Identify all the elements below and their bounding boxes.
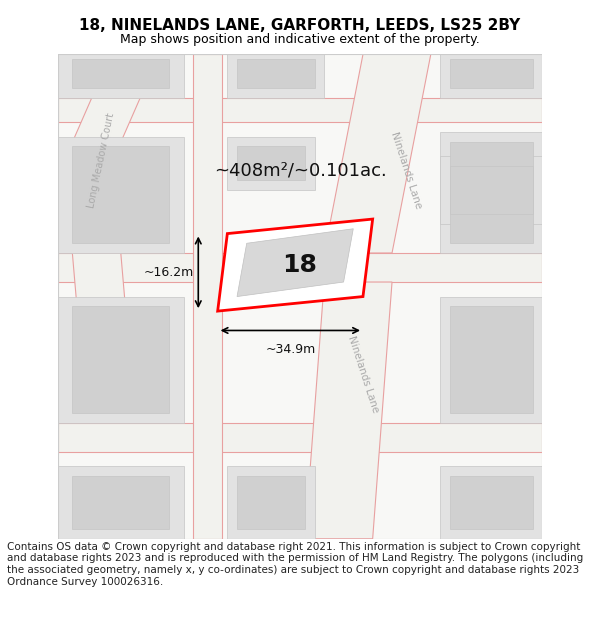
Polygon shape bbox=[73, 253, 136, 422]
Polygon shape bbox=[58, 253, 542, 282]
Text: Ninelands Lane: Ninelands Lane bbox=[389, 131, 424, 211]
Polygon shape bbox=[440, 466, 542, 539]
Polygon shape bbox=[58, 296, 184, 423]
Text: Long Meadow Court: Long Meadow Court bbox=[86, 112, 116, 209]
Polygon shape bbox=[58, 137, 184, 253]
Polygon shape bbox=[58, 98, 140, 176]
Text: 18: 18 bbox=[283, 253, 317, 277]
Polygon shape bbox=[237, 146, 305, 180]
Polygon shape bbox=[440, 54, 542, 98]
Text: Ninelands Lane: Ninelands Lane bbox=[346, 334, 380, 414]
Polygon shape bbox=[305, 282, 392, 539]
Polygon shape bbox=[450, 306, 533, 412]
Polygon shape bbox=[450, 141, 533, 243]
Polygon shape bbox=[450, 59, 533, 88]
Polygon shape bbox=[450, 166, 533, 214]
Polygon shape bbox=[237, 476, 305, 529]
Text: 18, NINELANDS LANE, GARFORTH, LEEDS, LS25 2BY: 18, NINELANDS LANE, GARFORTH, LEEDS, LS2… bbox=[79, 18, 521, 32]
Polygon shape bbox=[450, 476, 533, 529]
Polygon shape bbox=[227, 137, 314, 190]
Polygon shape bbox=[58, 176, 121, 253]
Text: Contains OS data © Crown copyright and database right 2021. This information is : Contains OS data © Crown copyright and d… bbox=[7, 542, 583, 587]
Text: ~16.2m: ~16.2m bbox=[143, 266, 193, 279]
Polygon shape bbox=[440, 156, 542, 224]
Polygon shape bbox=[58, 54, 184, 98]
Polygon shape bbox=[73, 146, 169, 243]
Polygon shape bbox=[73, 59, 169, 88]
Polygon shape bbox=[324, 54, 431, 253]
Polygon shape bbox=[58, 422, 542, 451]
Polygon shape bbox=[237, 229, 353, 296]
Polygon shape bbox=[193, 54, 223, 539]
Polygon shape bbox=[58, 466, 184, 539]
Text: Map shows position and indicative extent of the property.: Map shows position and indicative extent… bbox=[120, 32, 480, 46]
Polygon shape bbox=[58, 54, 542, 539]
Polygon shape bbox=[440, 296, 542, 423]
Polygon shape bbox=[227, 466, 314, 539]
Polygon shape bbox=[73, 306, 169, 412]
Polygon shape bbox=[227, 54, 324, 98]
Text: ~408m²/~0.101ac.: ~408m²/~0.101ac. bbox=[214, 162, 386, 179]
Polygon shape bbox=[440, 132, 542, 253]
Polygon shape bbox=[58, 98, 542, 122]
Text: ~34.9m: ~34.9m bbox=[265, 342, 316, 356]
Polygon shape bbox=[237, 59, 314, 88]
Polygon shape bbox=[73, 476, 169, 529]
Polygon shape bbox=[218, 219, 373, 311]
